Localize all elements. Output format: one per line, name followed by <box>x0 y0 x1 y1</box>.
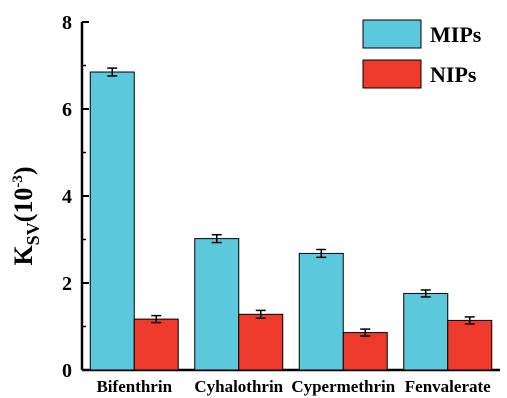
legend-swatch-mips <box>362 19 422 49</box>
x-tick-labels: Bifenthrin Cyhalothrin Cypermethrin Fenvale… <box>96 377 491 396</box>
bar-nips-cypermethrin <box>342 332 388 371</box>
legend-swatch-nips <box>362 59 422 89</box>
bar-mips-cypermethrin <box>298 252 344 371</box>
bar-nips-cyhalothrin <box>238 313 284 371</box>
bar-mips-fenvalerate <box>403 292 449 371</box>
bar-nips-fenvalerate <box>447 319 493 371</box>
y-tick-label: 8 <box>62 12 72 34</box>
bar-nips-bifenthrin <box>133 318 179 371</box>
y-tick-label: 6 <box>62 99 72 121</box>
legend-label-nips: NIPs <box>430 62 477 87</box>
legend: MIPs NIPs <box>362 19 482 89</box>
y-tick-label: 4 <box>62 186 72 208</box>
x-tick-label: Bifenthrin <box>96 377 172 396</box>
x-tick-label: Fenvalerate <box>405 377 491 396</box>
x-tick-label: Cypermethrin <box>291 377 395 396</box>
bar-mips-cyhalothrin <box>194 238 240 371</box>
error-bars <box>107 67 475 337</box>
y-axis-label: KSV(10-3) <box>9 166 43 265</box>
legend-label-mips: MIPs <box>430 22 482 47</box>
y-axis-label-subscript: SV <box>23 222 43 245</box>
y-axis-label-superscript: -3 <box>10 175 26 188</box>
y-axis-label-main: K <box>9 245 38 266</box>
bars <box>89 71 493 371</box>
y-axis-label-close: ) <box>9 166 38 175</box>
x-tick-label: Cyhalothrin <box>194 377 283 396</box>
y-tick-label: 2 <box>62 273 72 295</box>
y-tick-label: 0 <box>62 360 72 382</box>
y-ticks: 0 2 4 6 8 <box>62 12 89 382</box>
y-axis-label-open: (10 <box>9 188 38 223</box>
bar-mips-bifenthrin <box>89 71 135 371</box>
